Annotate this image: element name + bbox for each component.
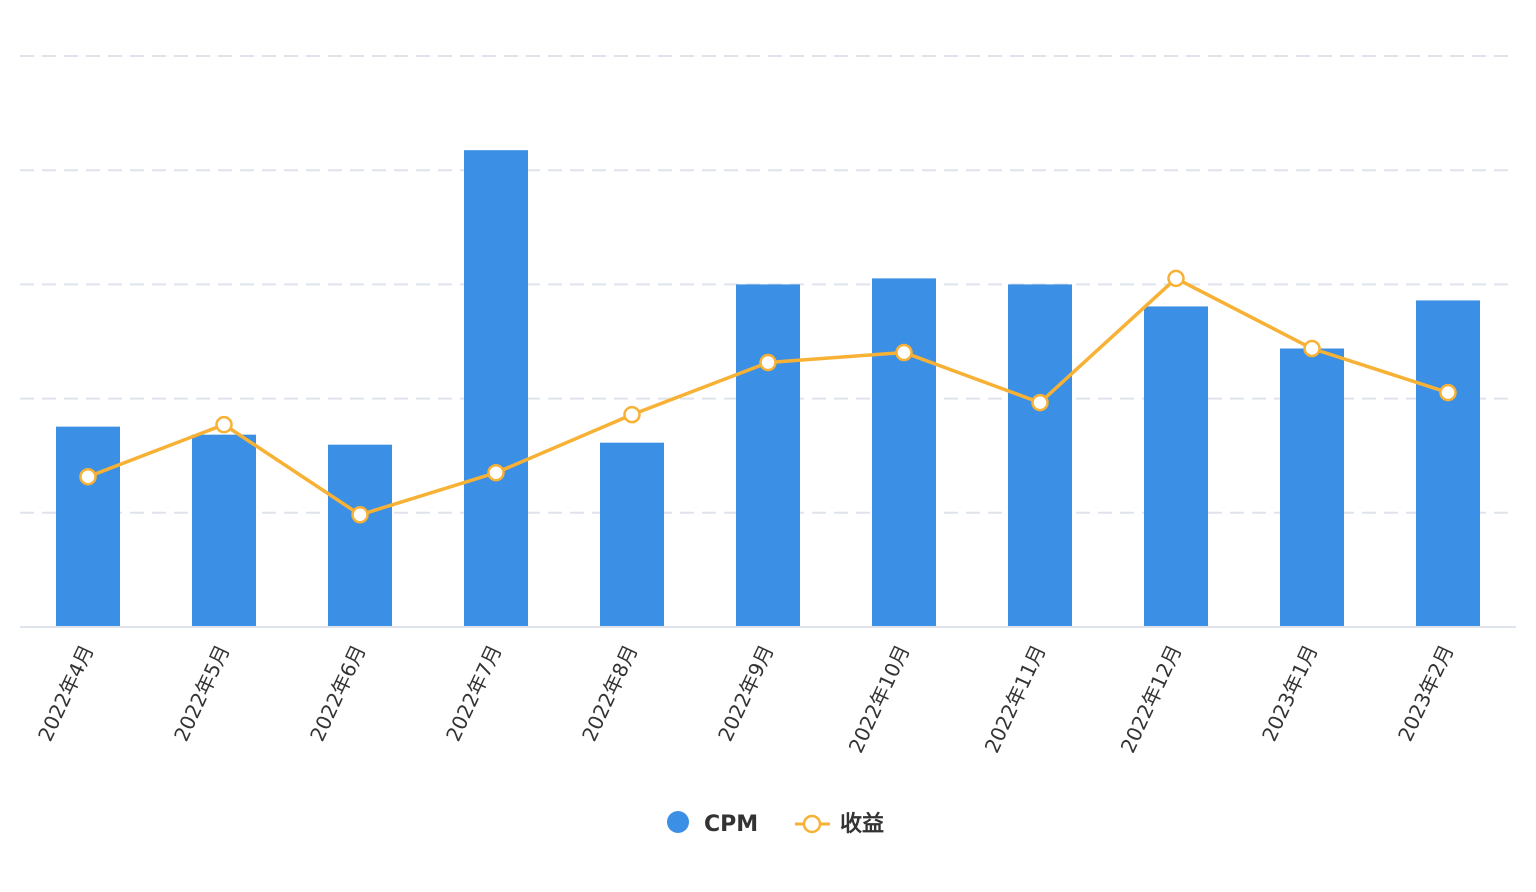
bar-2022年4月[interactable] [56, 426, 120, 627]
x-tick-label: 2022年6月 [305, 641, 371, 745]
revenue-point-2022年12月[interactable] [1167, 269, 1185, 288]
revenue-point-2022年10月[interactable] [895, 343, 913, 362]
x-tick-label: 2022年9月 [713, 641, 779, 745]
revenue-point-2022年4月[interactable] [79, 467, 97, 486]
legend: CPM 收益 [667, 811, 884, 837]
grid-lines [20, 55, 1510, 514]
x-axis-tick-labels: 2022年4月 2022年5月 2022年6月 2022年7月 2022年8月 2022年… [33, 641, 1459, 757]
revenue-point-2022年8月[interactable] [623, 405, 641, 424]
bar-2022年9月[interactable] [736, 284, 800, 627]
revenue-point-2022年7月[interactable] [487, 463, 505, 482]
revenue-point-2022年9月[interactable] [759, 353, 777, 372]
bar-2022年7月[interactable] [464, 150, 528, 627]
revenue-point-2023年1月[interactable] [1303, 339, 1321, 358]
x-tick-label: 2022年11月 [980, 641, 1051, 757]
bar-2022年5月[interactable] [192, 434, 256, 627]
x-tick-label: 2022年10月 [844, 641, 915, 757]
x-tick-label: 2023年2月 [1393, 641, 1459, 745]
legend-revenue-marker[interactable] [802, 814, 822, 834]
legend-revenue-label[interactable]: 收益 [840, 811, 884, 837]
bar-series [56, 150, 1480, 627]
bar-2023年1月[interactable] [1280, 348, 1344, 627]
bar-2022年6月[interactable] [328, 444, 392, 627]
bar-2022年11月[interactable] [1008, 284, 1072, 627]
bar-2022年10月[interactable] [872, 278, 936, 627]
x-tick-label: 2022年12月 [1116, 641, 1187, 757]
revenue-point-2022年5月[interactable] [215, 415, 233, 434]
x-tick-label: 2022年4月 [33, 641, 99, 745]
revenue-point-2023年2月[interactable] [1439, 383, 1457, 402]
bar-2022年8月[interactable] [600, 442, 664, 627]
revenue-point-2022年11月[interactable] [1031, 393, 1049, 412]
x-tick-label: 2022年8月 [577, 641, 643, 745]
bar-2023年2月[interactable] [1416, 300, 1480, 627]
x-tick-label: 2023年1月 [1257, 641, 1323, 745]
legend-cpm-label[interactable]: CPM [704, 812, 758, 837]
x-tick-label: 2022年5月 [169, 641, 235, 745]
line-series [79, 269, 1457, 524]
bar-2022年12月[interactable] [1144, 306, 1208, 627]
x-tick-label: 2022年7月 [441, 641, 507, 745]
legend-cpm-marker[interactable] [667, 811, 689, 833]
revenue-point-2022年6月[interactable] [351, 506, 369, 524]
